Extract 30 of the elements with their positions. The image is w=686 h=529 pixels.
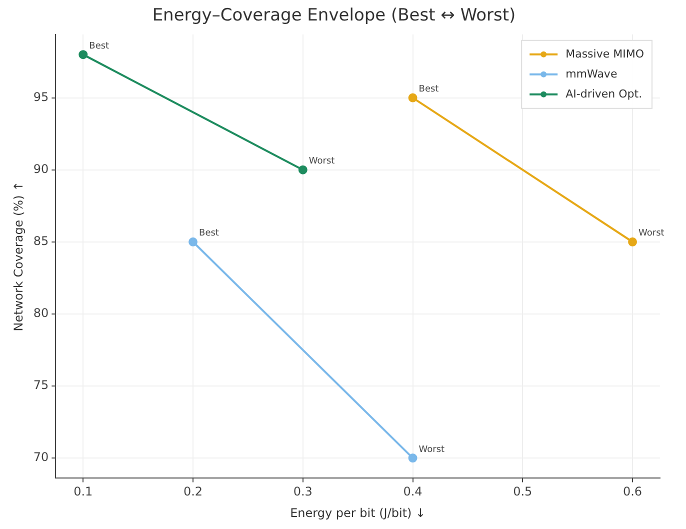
annotation: Best [418, 84, 440, 95]
point [78, 50, 88, 60]
y-tick-label: 70 [33, 450, 49, 464]
y-tick-label: 95 [33, 90, 49, 104]
point [298, 165, 308, 174]
point [408, 93, 418, 102]
legend-label: Massive MIMO [566, 47, 644, 60]
chart-title: Energy–Coverage Envelope (Best ↔ Worst) [152, 6, 516, 26]
y-tick-label: 85 [33, 234, 49, 248]
y-tick-label: 80 [33, 306, 49, 320]
annotation: Best [199, 228, 220, 239]
annotation: Worst [638, 228, 665, 239]
x-tick-label: 0.4 [403, 484, 422, 499]
annotation: Best [89, 41, 110, 52]
x-tick-label: 0.1 [74, 484, 93, 499]
annotation: Worst [418, 444, 446, 455]
x-tick-label: 0.5 [513, 484, 532, 499]
y-tick-label: 75 [33, 378, 49, 392]
point [188, 237, 198, 246]
legend-label: AI-driven Opt. [566, 87, 642, 100]
x-axis-title: Energy per bit (J/bit) ↓ [290, 506, 426, 520]
x-tick-label: 0.6 [622, 484, 642, 499]
point [628, 237, 638, 246]
y-axis-title: Network Coverage (%) ↑ [11, 181, 26, 332]
legend-label: mmWave [566, 67, 618, 80]
annotation: Worst [308, 156, 336, 167]
x-tick-label: 0.3 [293, 484, 312, 499]
y-tick-label: 90 [33, 162, 49, 176]
x-tick-label: 0.2 [183, 484, 203, 499]
point [408, 454, 418, 463]
